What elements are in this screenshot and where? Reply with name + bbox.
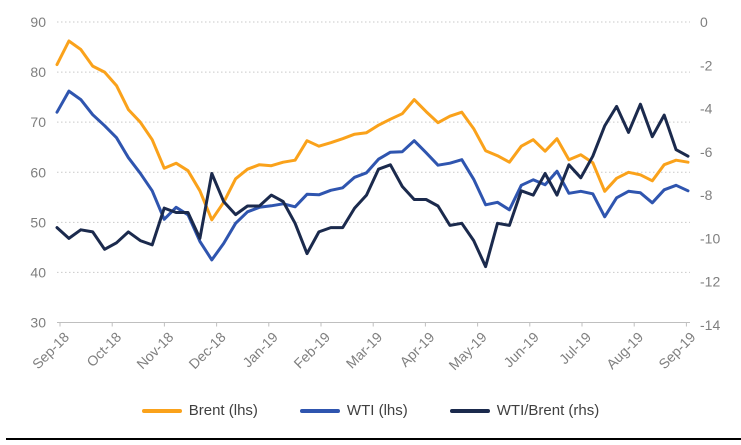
x-axis-month-label: Dec-18 [185,329,228,372]
left-axis-labels: 90 80 70 60 50 40 30 [30,14,46,331]
right-axis-tick-label: -10 [700,230,720,246]
legend-item-wti-brent-rhs: WTI/Brent (rhs) [449,402,600,419]
x-axis-month-label: Oct-18 [83,329,124,370]
right-axis-tick-label: -14 [700,317,720,333]
legend-line-swatch [299,408,340,413]
x-axis-month-label: May-19 [445,329,489,373]
x-axis [57,322,690,327]
series-lines [55,39,690,269]
x-axis-month-label: Sep-18 [29,329,72,372]
right-axis-tick-label: 0 [700,14,708,30]
x-axis-labels: Sep-18 Oct-18 Nov-18 Dec-18 Jan-19 Feb-19 Mar-… [29,329,699,373]
gridlines [57,21,690,273]
right-axis-tick-label: -8 [700,187,713,203]
legend-label: WTI/Brent (rhs) [496,402,600,419]
chart-legend: Brent (lhs) WTI (lhs) WTI/Brent (rhs) [0,402,741,419]
x-axis-month-label: Mar-19 [343,329,386,372]
left-axis-tick-label: 30 [30,315,46,331]
left-axis-tick-label: 60 [30,164,46,180]
legend-label: WTI (lhs) [346,402,408,419]
x-axis-month-label: Jun-19 [500,329,542,371]
x-axis-month-label: Sep-19 [655,329,698,372]
series-line-wti-lhs [55,89,690,262]
right-axis-tick-label: -12 [700,274,720,290]
left-axis-tick-label: 40 [30,264,46,280]
bottom-border-line [6,438,741,440]
left-axis-tick-label: 50 [30,214,46,230]
left-axis-tick-label: 70 [30,114,46,130]
x-axis-month-label: Jul-19 [556,329,594,367]
legend-item-wti-lhs: WTI (lhs) [299,402,408,419]
x-axis-month-label: Jan-19 [239,329,281,371]
left-axis-tick-label: 80 [30,64,46,80]
x-axis-month-label: Feb-19 [290,329,333,372]
legend-line-swatch [449,408,490,413]
right-axis-tick-label: -2 [700,57,713,73]
x-axis-month-label: Aug-19 [603,329,646,372]
legend-item-brent-lhs: Brent (lhs) [141,402,258,419]
series-line-wti-brent-rhs [55,102,690,269]
right-axis-labels: 0 -2 -4 -6 -8 -10 -12 -14 [700,14,720,333]
x-axis-month-label: Apr-19 [396,329,437,370]
legend-line-swatch [141,408,182,413]
left-axis-tick-label: 90 [30,14,46,30]
right-axis-tick-label: -6 [700,144,713,160]
right-axis-tick-label: -4 [700,101,713,117]
series-line-brent-lhs [55,39,690,222]
x-axis-month-label: Nov-18 [133,329,176,372]
legend-label: Brent (lhs) [188,402,258,419]
